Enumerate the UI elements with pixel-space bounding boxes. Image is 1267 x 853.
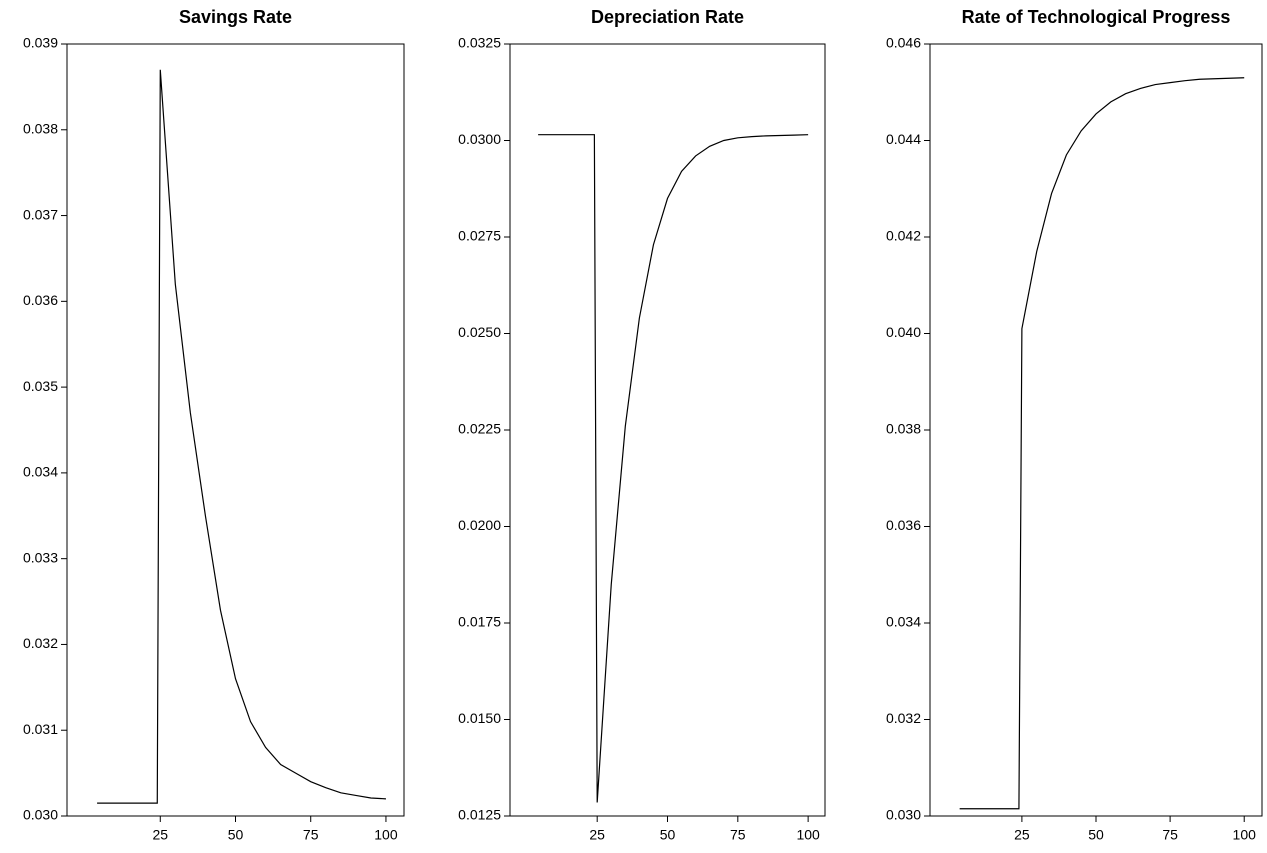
x-tick-label: 75	[730, 827, 746, 843]
chart-title: Depreciation Rate	[591, 7, 744, 27]
y-tick-label: 0.044	[886, 131, 921, 147]
y-tick-label: 0.037	[23, 206, 58, 222]
y-tick-label: 0.030	[886, 807, 921, 823]
plot-frame	[66, 43, 405, 817]
y-tick-label: 0.0325	[458, 35, 501, 51]
x-tick-label: 50	[1088, 827, 1104, 843]
data-line	[97, 69, 386, 804]
data-line	[959, 77, 1245, 810]
x-tick-label: 100	[374, 827, 398, 843]
x-tick-label: 50	[228, 827, 244, 843]
x-tick-label: 100	[1233, 827, 1257, 843]
y-tick-label: 0.035	[23, 378, 58, 394]
y-tick-label: 0.036	[23, 292, 58, 308]
y-tick-label: 0.040	[886, 324, 921, 340]
y-tick-label: 0.0225	[458, 421, 501, 437]
x-tick-label: 25	[589, 827, 605, 843]
x-tick-label: 50	[660, 827, 676, 843]
y-tick-label: 0.039	[23, 35, 58, 51]
y-tick-label: 0.0300	[458, 131, 501, 147]
x-tick-label: 25	[1014, 827, 1030, 843]
x-tick-label: 100	[796, 827, 820, 843]
plot-frame	[509, 43, 826, 817]
y-tick-label: 0.034	[886, 614, 921, 630]
y-tick-label: 0.038	[23, 120, 58, 136]
y-tick-label: 0.038	[886, 421, 921, 437]
y-tick-label: 0.031	[23, 721, 58, 737]
chart-title: Savings Rate	[179, 7, 292, 27]
y-tick-label: 0.046	[886, 35, 921, 51]
y-tick-label: 0.0150	[458, 710, 501, 726]
x-tick-label: 75	[303, 827, 319, 843]
y-tick-label: 0.0250	[458, 324, 501, 340]
y-tick-label: 0.030	[23, 807, 58, 823]
x-tick-label: 75	[1162, 827, 1178, 843]
data-line	[538, 134, 809, 803]
x-tick-label: 25	[152, 827, 168, 843]
y-tick-label: 0.036	[886, 517, 921, 533]
y-tick-label: 0.0175	[458, 614, 501, 630]
y-tick-label: 0.0275	[458, 228, 501, 244]
y-tick-label: 0.032	[23, 635, 58, 651]
chart-title: Rate of Technological Progress	[962, 7, 1231, 27]
y-tick-label: 0.0125	[458, 807, 501, 823]
y-tick-label: 0.0200	[458, 517, 501, 533]
y-tick-label: 0.033	[23, 549, 58, 565]
plot-frame	[929, 43, 1263, 817]
y-tick-label: 0.034	[23, 464, 58, 480]
y-tick-label: 0.032	[886, 710, 921, 726]
y-tick-label: 0.042	[886, 228, 921, 244]
